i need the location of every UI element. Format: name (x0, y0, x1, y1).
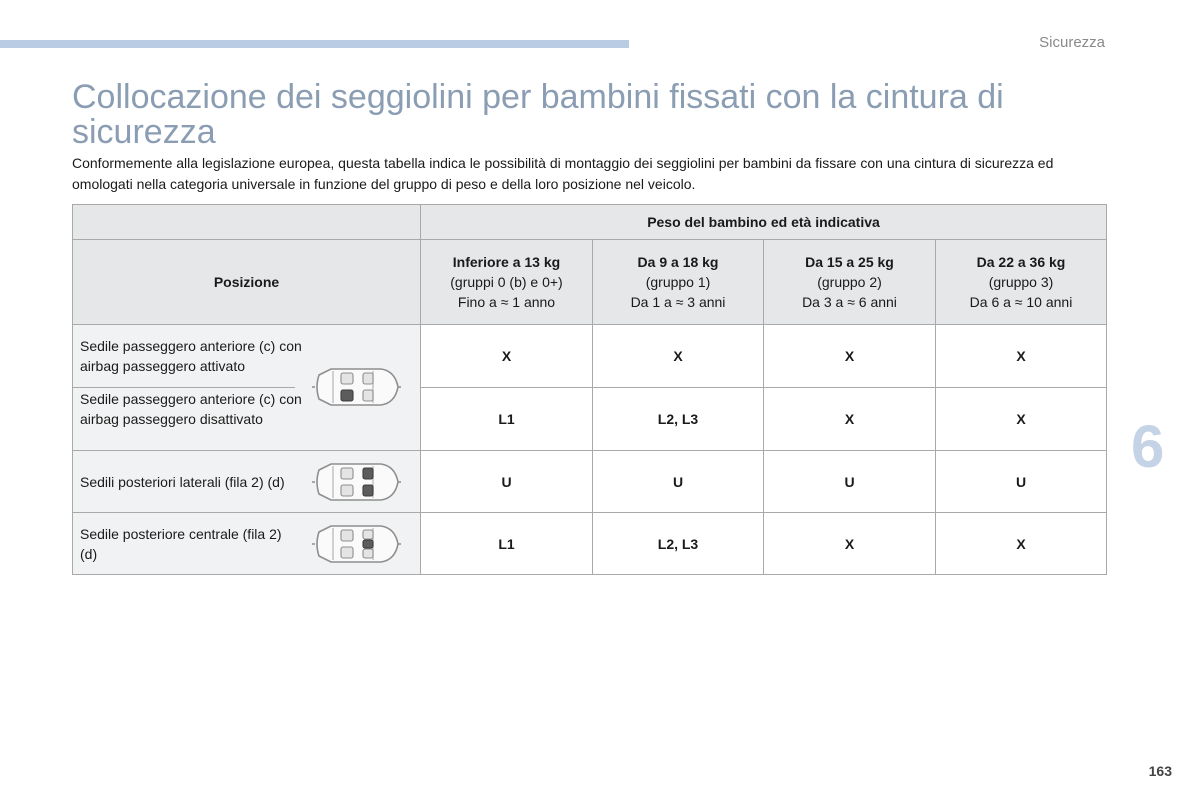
table-cell: X (763, 387, 936, 451)
row-divider (73, 387, 295, 388)
table-cell: U (763, 450, 936, 513)
group-header: Da 22 a 36 kg (gruppo 3) Da 6 a ≈ 10 ann… (935, 239, 1107, 325)
group-header: Da 9 a 18 kg (gruppo 1) Da 1 a ≈ 3 anni (592, 239, 764, 325)
table-cell: L1 (420, 512, 593, 575)
car-front-seat-icon (312, 368, 401, 406)
group-header: Inferiore a 13 kg (gruppi 0 (b) e 0+) Fi… (420, 239, 593, 325)
car-rear-center-seat-icon (312, 525, 401, 563)
group-label: (gruppo 1) (645, 274, 711, 290)
position-header: Posizione (72, 239, 421, 325)
row-position-label: Sedili posteriori laterali (fila 2) (d) (80, 473, 285, 490)
table-cell: U (592, 450, 764, 513)
header-spacer (72, 204, 421, 240)
seat-compatibility-table: Peso del bambino ed età indicativa Posiz… (72, 204, 1107, 575)
group-age: Da 3 a ≈ 6 anni (802, 294, 897, 310)
page-title: Collocazione dei seggiolini per bambini … (72, 78, 1004, 151)
table-cell: X (935, 512, 1107, 575)
table-cell: U (935, 450, 1107, 513)
table-cell: X (935, 324, 1107, 388)
rear-outer-position-cell: Sedili posteriori laterali (fila 2) (d) (72, 450, 421, 513)
intro-paragraph: Conformemente alla legislazione europea,… (72, 155, 1054, 192)
row-position-label: Sedile posteriore centrale (fila 2) (d) (80, 525, 282, 562)
table-cell: X (763, 324, 936, 388)
group-weight: Da 9 a 18 kg (637, 254, 719, 270)
group-age: Da 6 a ≈ 10 anni (969, 294, 1073, 310)
table-cell: L2, L3 (592, 387, 764, 451)
group-age: Fino a ≈ 1 anno (457, 294, 556, 310)
weight-header: Peso del bambino ed età indicativa (420, 204, 1107, 240)
table-cell: X (420, 324, 593, 388)
car-rear-outer-seats-icon (312, 463, 401, 501)
section-name: Sicurezza (1039, 34, 1105, 51)
table-cell: X (935, 387, 1107, 451)
chapter-number: 6 (1131, 413, 1165, 480)
table-cell: X (763, 512, 936, 575)
row-position-label: Sedile passeggero anteriore (c) con airb… (80, 338, 302, 374)
group-header: Da 15 a 25 kg (gruppo 2) Da 3 a ≈ 6 anni (763, 239, 936, 325)
group-age: Da 1 a ≈ 3 anni (630, 294, 726, 310)
group-label: (gruppi 0 (b) e 0+) (450, 274, 563, 290)
row-position-label: Sedile passeggero anteriore (c) con airb… (80, 391, 302, 427)
table-cell: L2, L3 (592, 512, 764, 575)
rear-center-position-cell: Sedile posteriore centrale (fila 2) (d) (72, 512, 421, 575)
group-weight: Da 22 a 36 kg (976, 254, 1066, 270)
group-weight: Inferiore a 13 kg (452, 254, 561, 270)
table-cell: X (592, 324, 764, 388)
group-label: (gruppo 3) (988, 274, 1054, 290)
table-cell: L1 (420, 387, 593, 451)
group-weight: Da 15 a 25 kg (805, 254, 894, 270)
table-cell: U (420, 450, 593, 513)
page-number: 163 (1148, 763, 1172, 779)
front-passenger-position-cell: Sedile passeggero anteriore (c) con airb… (72, 324, 421, 451)
group-label: (gruppo 2) (817, 274, 882, 290)
header-accent-bar (0, 40, 629, 48)
